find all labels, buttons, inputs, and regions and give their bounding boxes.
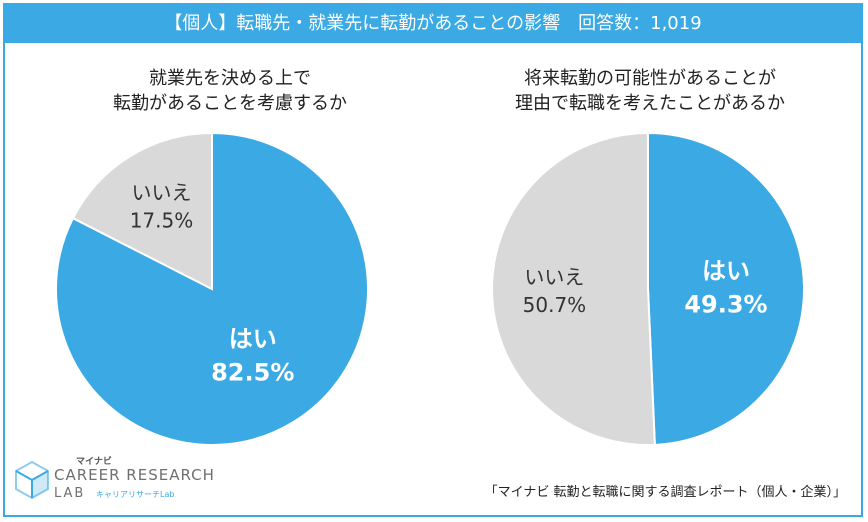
pie2-title: 将来転勤の可能性があることが 理由で転職を考えたことがあるか (460, 66, 840, 116)
pie1-title-line2: 転勤があることを考慮するか (113, 93, 347, 114)
pie1-title-line1: 就業先を決める上で (149, 68, 311, 89)
source-citation: 「マイナビ 転勤と転職に関する調査レポート（個人・企業）」 (484, 485, 846, 500)
pie2-label-yes: はい (702, 257, 750, 285)
pie2-value-yes: 49.3% (684, 290, 767, 318)
pie2-label-no: いいえ (524, 265, 584, 289)
pie1-label-no: いいえ (131, 181, 191, 205)
pie1-slice-no (71, 131, 213, 291)
logo-kana: マイナビ (76, 457, 112, 467)
cube-logo-icon (15, 460, 49, 500)
pie2-slice-no (491, 131, 656, 446)
pie1-label-yes: はい (229, 325, 277, 353)
pie2-title-line2: 理由で転職を考えたことがあるか (515, 93, 785, 114)
pie2-slice-yes (647, 131, 805, 446)
pie1-title: 就業先を決める上で 転勤があることを考慮するか (40, 66, 420, 116)
logo-career-research: CAREER RESEARCH (54, 466, 215, 484)
pie2-value-no: 50.7% (523, 293, 587, 317)
pie1-value-yes: 82.5% (211, 359, 294, 387)
header-title: 【個人】転職先・就業先に転勤があることの影響 回答数：1,019 (5, 5, 861, 43)
pie2-title-line1: 将来転勤の可能性があることが (524, 68, 776, 89)
pie1-slice-yes (55, 131, 369, 446)
logo-subtitle: キャリアリサーチLab (96, 490, 175, 499)
logo-lab: LAB (54, 486, 86, 501)
pie1-value-no: 17.5% (130, 209, 194, 233)
career-research-lab-logo: マイナビ CAREER RESEARCH LAB キャリアリサーチLab (14, 452, 244, 508)
